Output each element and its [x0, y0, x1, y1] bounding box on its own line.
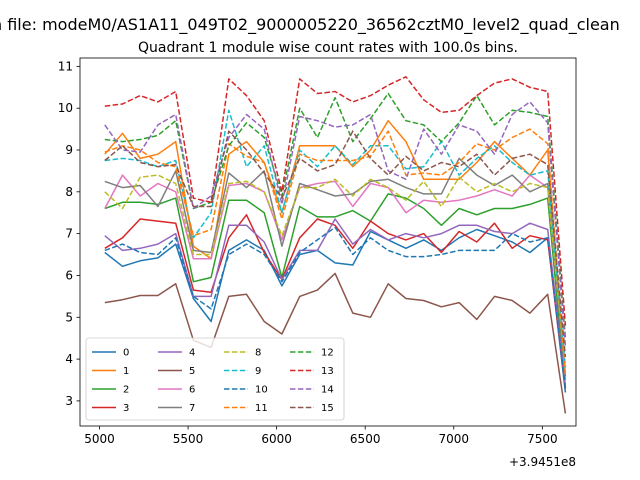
legend-label-13: 13 — [321, 366, 334, 377]
series-line-2 — [104, 193, 567, 389]
series-line-4 — [104, 218, 567, 387]
series-line-14 — [104, 101, 567, 347]
series-line-6 — [104, 174, 567, 376]
y-tick-label: 10 — [58, 101, 73, 115]
legend-label-0: 0 — [123, 348, 129, 359]
legend-label-5: 5 — [189, 366, 195, 377]
x-tick-label: 6000 — [261, 432, 292, 446]
legend-label-8: 8 — [255, 348, 261, 359]
series-layer — [104, 76, 567, 414]
legend-label-10: 10 — [255, 385, 268, 396]
legend-label-2: 2 — [123, 385, 129, 396]
legend-label-6: 6 — [189, 385, 195, 396]
legend-box — [85, 337, 345, 421]
y-tick-label: 3 — [65, 394, 73, 408]
x-tick-label: 7000 — [438, 432, 469, 446]
legend-label-12: 12 — [321, 348, 334, 359]
y-tick-label: 9 — [65, 143, 73, 157]
series-line-11 — [104, 128, 567, 376]
series-line-0 — [104, 228, 567, 393]
legend-label-4: 4 — [189, 348, 195, 359]
y-tick-label: 7 — [65, 227, 73, 241]
y-axis: 3 4 5 6 7 8 9 10 11 — [58, 59, 80, 408]
legend-label-9: 9 — [255, 366, 261, 377]
legend-label-14: 14 — [321, 385, 334, 396]
y-tick-label: 4 — [65, 352, 73, 366]
legend-label-7: 7 — [189, 403, 195, 414]
series-line-13 — [104, 76, 567, 326]
series-line-9 — [104, 109, 567, 368]
legend-label-15: 15 — [321, 403, 334, 414]
series-line-15 — [104, 130, 567, 358]
x-offset-label: +3.9451e8 — [509, 455, 576, 469]
x-tick-label: 6500 — [350, 432, 381, 446]
series-line-10 — [104, 226, 567, 389]
x-axis: 5000 5500 6000 6500 7000 7500 — [84, 426, 558, 446]
plot-frame — [79, 57, 577, 427]
legend-label-11: 11 — [255, 403, 268, 414]
legend-label-1: 1 — [123, 366, 129, 377]
x-tick-label: 7500 — [527, 432, 558, 446]
chart-title: Quadrant 1 module wise count rates with … — [138, 40, 518, 56]
x-tick-label: 5500 — [173, 432, 204, 446]
y-tick-label: 8 — [65, 185, 73, 199]
series-line-8 — [104, 174, 567, 372]
series-line-12 — [104, 92, 567, 339]
series-line-5 — [104, 272, 567, 414]
suptitle: n file: modeM0/AS1A11_049T02_9000005220_… — [0, 15, 620, 35]
x-tick-label: 5000 — [84, 432, 115, 446]
y-tick-label: 6 — [65, 268, 73, 282]
y-tick-label: 5 — [65, 310, 73, 324]
legend-label-3: 3 — [123, 403, 129, 414]
y-tick-label: 11 — [58, 59, 73, 73]
series-line-7 — [104, 157, 567, 376]
